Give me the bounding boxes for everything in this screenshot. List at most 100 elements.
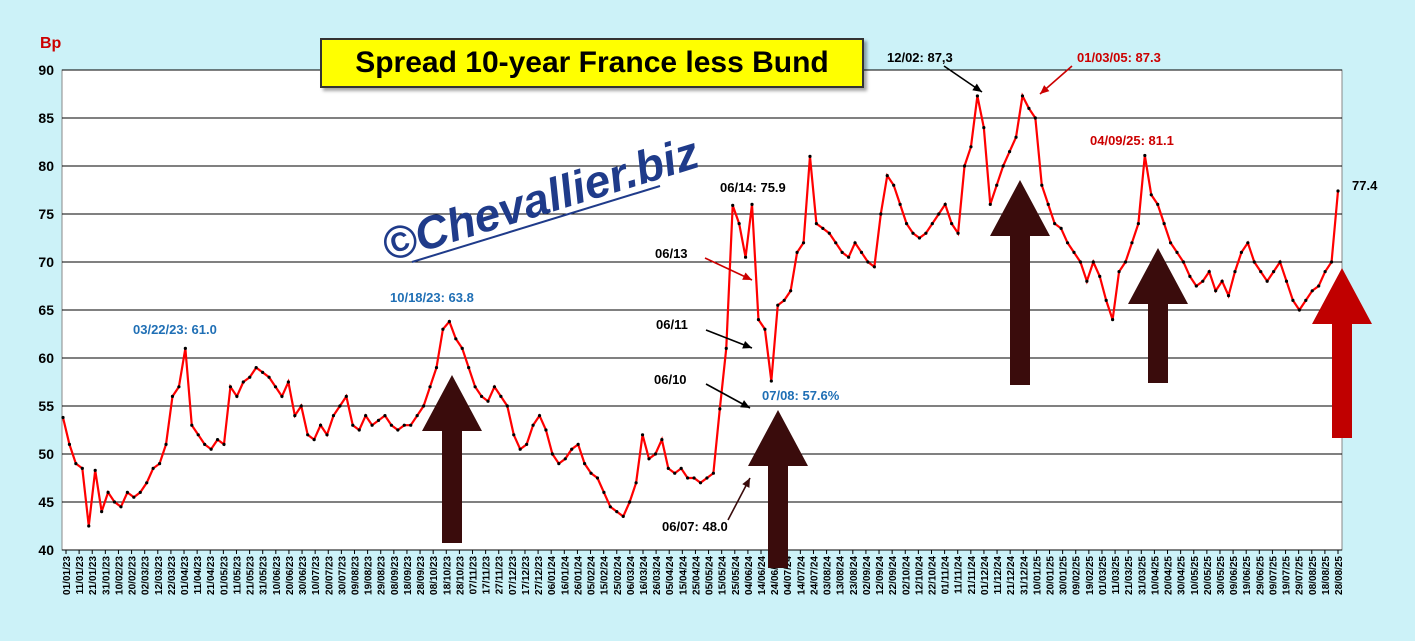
data-point xyxy=(537,414,542,418)
data-point xyxy=(821,226,825,230)
data-point xyxy=(1226,294,1231,298)
x-tick-label: 23/08/24 xyxy=(849,556,860,595)
x-tick-label: 22/09/24 xyxy=(888,556,899,595)
x-tick-label: 22/03/23 xyxy=(167,556,178,595)
y-tick-label: 45 xyxy=(38,494,54,510)
x-tick-label: 09/08/23 xyxy=(350,556,361,595)
data-point xyxy=(1156,202,1160,206)
data-point xyxy=(827,231,831,235)
x-tick-label: 19/06/25 xyxy=(1242,556,1253,595)
x-tick-label: 08/08/25 xyxy=(1308,556,1319,595)
x-tick-label: 18/09/23 xyxy=(403,556,414,595)
data-point xyxy=(273,385,278,389)
data-point xyxy=(479,394,484,398)
data-point xyxy=(248,375,252,379)
data-point xyxy=(1181,260,1186,264)
data-point xyxy=(203,442,207,446)
data-point xyxy=(177,385,181,389)
data-point xyxy=(653,452,658,456)
trend-arrow xyxy=(990,180,1050,385)
data-point xyxy=(737,222,741,226)
data-point xyxy=(557,462,561,466)
data-point xyxy=(1265,279,1269,283)
data-point xyxy=(1175,250,1179,254)
x-tick-label: 19/08/23 xyxy=(364,556,375,595)
data-point xyxy=(847,255,851,259)
data-point xyxy=(1130,241,1134,245)
data-point xyxy=(1323,270,1327,274)
x-tick-label: 26/01/24 xyxy=(573,556,584,595)
data-point xyxy=(840,250,844,254)
data-point xyxy=(215,438,220,442)
data-point xyxy=(396,428,400,432)
x-tick-label: 25/05/24 xyxy=(731,556,742,595)
x-tick-label: 18/10/23 xyxy=(442,556,453,595)
data-point xyxy=(383,414,387,418)
data-point xyxy=(808,154,812,158)
x-tick-label: 20/06/23 xyxy=(285,556,296,595)
data-point xyxy=(602,490,606,494)
annotation-label: 04/09/25: 81.1 xyxy=(1090,133,1174,148)
data-point xyxy=(1014,135,1018,139)
data-point xyxy=(776,303,780,307)
data-point xyxy=(531,423,535,427)
data-point xyxy=(525,442,529,446)
data-point xyxy=(254,366,258,370)
data-point xyxy=(67,442,72,446)
data-point xyxy=(157,462,162,466)
x-tick-label: 30/06/23 xyxy=(298,556,309,595)
x-tick-label: 12/03/23 xyxy=(154,556,165,595)
x-tick-label: 11/11/24 xyxy=(954,556,965,594)
x-tick-label: 31/05/23 xyxy=(259,556,270,595)
data-point xyxy=(1072,250,1076,254)
data-point xyxy=(422,404,426,408)
data-point xyxy=(145,481,149,485)
data-point xyxy=(241,380,245,384)
data-point xyxy=(692,476,696,480)
data-point xyxy=(364,414,368,418)
x-tick-label: 30/07/23 xyxy=(337,556,348,595)
x-tick-label: 07/11/23 xyxy=(469,556,480,595)
data-point xyxy=(1278,260,1282,264)
x-tick-label: 10/06/23 xyxy=(272,556,283,595)
x-tick-label: 18/08/25 xyxy=(1321,556,1332,595)
data-point xyxy=(711,471,715,475)
data-point xyxy=(698,481,703,485)
annotation-pointer-head xyxy=(742,340,752,349)
x-tick-label: 28/10/23 xyxy=(455,556,466,595)
data-point xyxy=(170,394,175,398)
annotation-pointer-head xyxy=(742,478,750,488)
data-point xyxy=(1040,183,1044,187)
data-point xyxy=(293,414,297,418)
annotation-label: 06/07: 48.0 xyxy=(662,519,728,534)
x-tick-label: 10/07/23 xyxy=(311,556,322,595)
trend-arrow xyxy=(1312,268,1372,438)
data-point xyxy=(196,433,200,437)
annotation-label: 10/18/23: 63.8 xyxy=(390,290,474,305)
data-point xyxy=(647,457,651,461)
annotation-label: 12/02: 87,3 xyxy=(887,50,953,65)
data-point xyxy=(879,212,883,216)
data-point xyxy=(705,476,709,480)
x-tick-label: 20/01/25 xyxy=(1046,556,1057,595)
data-point xyxy=(138,490,142,494)
x-tick-label: 21/05/23 xyxy=(246,556,257,595)
data-point xyxy=(1020,94,1025,98)
data-point xyxy=(447,319,451,324)
data-point xyxy=(1259,270,1263,274)
data-point xyxy=(937,212,941,216)
data-point xyxy=(1136,222,1140,226)
x-tick-label: 24/07/24 xyxy=(809,556,820,595)
data-point xyxy=(1033,116,1037,120)
data-point xyxy=(640,433,645,437)
data-point xyxy=(898,202,902,206)
data-point xyxy=(312,438,316,442)
data-point xyxy=(1214,289,1218,293)
data-point xyxy=(428,385,432,389)
x-tick-label: 20/04/25 xyxy=(1164,556,1175,595)
data-point xyxy=(969,145,973,149)
data-point xyxy=(1304,298,1308,302)
data-point xyxy=(261,370,265,374)
data-point xyxy=(151,466,155,470)
